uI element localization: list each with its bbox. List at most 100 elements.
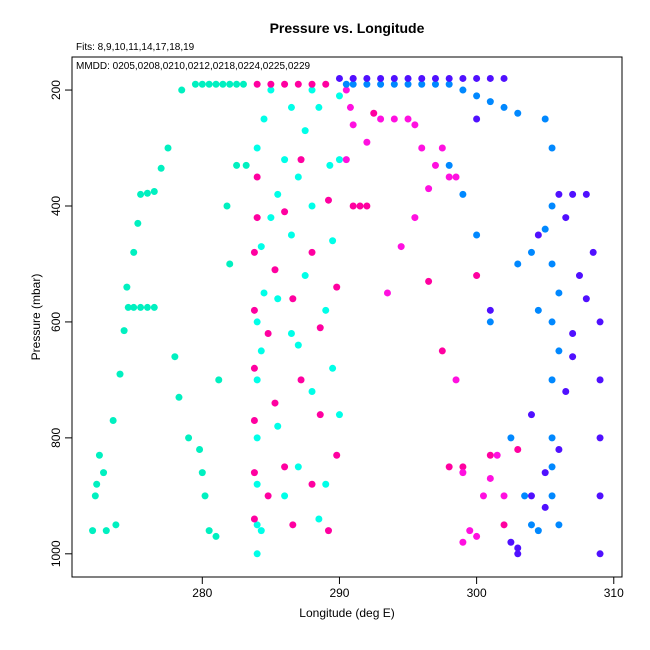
x-tick-label: 310	[604, 586, 624, 600]
point	[264, 492, 272, 500]
point	[349, 80, 357, 88]
point	[316, 324, 324, 332]
point	[562, 214, 570, 222]
point	[466, 527, 474, 535]
point	[445, 80, 453, 88]
point	[297, 376, 305, 384]
point	[521, 492, 529, 500]
point	[555, 347, 563, 355]
point	[534, 306, 542, 314]
point	[250, 515, 258, 523]
point	[541, 115, 549, 123]
point	[191, 80, 199, 88]
point	[349, 202, 357, 210]
point	[308, 86, 316, 94]
point	[201, 492, 209, 500]
point	[274, 422, 282, 430]
point	[326, 161, 334, 169]
point	[548, 318, 556, 326]
point	[534, 231, 542, 239]
point	[287, 231, 295, 239]
point	[596, 492, 604, 500]
point	[223, 202, 231, 210]
point	[274, 295, 282, 303]
point	[425, 185, 433, 193]
plot-frame	[71, 56, 623, 578]
point	[137, 303, 145, 311]
point	[93, 480, 101, 488]
point	[363, 74, 371, 82]
point	[239, 80, 247, 88]
point	[534, 527, 542, 535]
point	[287, 103, 295, 111]
point	[346, 103, 354, 111]
point	[250, 248, 258, 256]
point	[250, 469, 258, 477]
point	[178, 86, 186, 94]
point	[473, 92, 481, 100]
point	[493, 451, 501, 459]
point	[514, 544, 522, 552]
point	[253, 214, 261, 222]
point	[473, 231, 481, 239]
point	[281, 463, 289, 471]
point	[257, 347, 265, 355]
point	[486, 98, 494, 106]
point	[137, 190, 145, 198]
point	[130, 248, 138, 256]
y-axis-label: Pressure (mbar)	[29, 274, 43, 361]
point	[548, 202, 556, 210]
point	[335, 92, 343, 100]
point	[473, 272, 481, 280]
point	[294, 173, 302, 181]
point	[274, 190, 282, 198]
point	[324, 527, 332, 535]
point	[383, 289, 391, 297]
point	[287, 330, 295, 338]
point	[301, 127, 309, 135]
point	[541, 225, 549, 233]
point	[596, 318, 604, 326]
point	[548, 434, 556, 442]
point	[459, 86, 467, 94]
point	[438, 347, 446, 355]
point	[431, 80, 439, 88]
point	[267, 80, 275, 88]
point	[333, 451, 341, 459]
point	[157, 164, 165, 172]
point	[271, 266, 279, 274]
annotation: MMDD: 0205,0208,0210,0212,0218,0224,0225…	[76, 61, 311, 72]
point	[514, 109, 522, 117]
point	[582, 190, 590, 198]
point	[271, 399, 279, 407]
point	[582, 295, 590, 303]
point	[555, 190, 563, 198]
point	[390, 115, 398, 123]
point	[253, 376, 261, 384]
point	[596, 376, 604, 384]
point	[555, 289, 563, 297]
chart-title: Pressure vs. Longitude	[270, 20, 425, 36]
point	[143, 303, 151, 311]
point	[116, 370, 124, 378]
point	[452, 173, 460, 181]
point	[333, 283, 341, 291]
point	[431, 74, 439, 82]
point	[226, 260, 234, 268]
point	[281, 208, 289, 216]
point	[205, 527, 213, 535]
point	[315, 103, 323, 111]
point	[308, 387, 316, 395]
point	[322, 80, 330, 88]
point	[459, 469, 467, 477]
point	[411, 214, 419, 222]
point	[486, 318, 494, 326]
point	[335, 156, 343, 164]
point	[548, 376, 556, 384]
point	[253, 521, 261, 529]
point	[356, 202, 364, 210]
point	[473, 115, 481, 123]
point	[404, 74, 412, 82]
point	[120, 327, 128, 335]
